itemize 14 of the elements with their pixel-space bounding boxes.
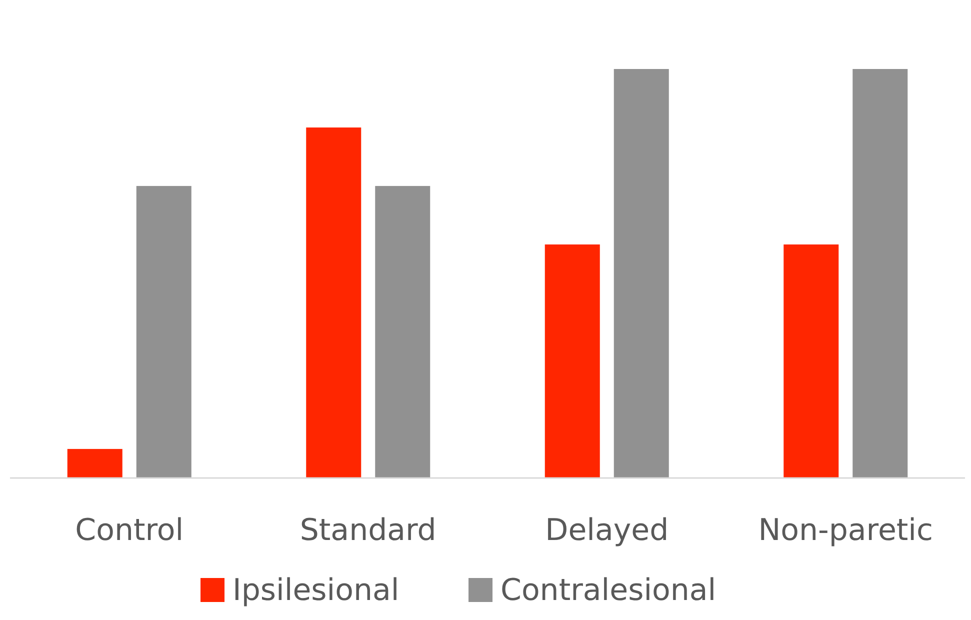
- bar: [544, 244, 600, 478]
- bar: [784, 244, 839, 478]
- x-tick-label: Control: [75, 513, 184, 548]
- x-tick-label: Standard: [300, 513, 436, 548]
- bar: [614, 69, 669, 478]
- x-tick-label: Non-paretic: [758, 513, 934, 548]
- bar: [67, 448, 122, 478]
- legend-label: Ipsilesional: [232, 573, 400, 608]
- bar: [306, 127, 362, 478]
- bar: [136, 186, 192, 478]
- x-tick-label: Delayed: [545, 513, 669, 548]
- bar: [852, 69, 908, 478]
- legend-label: Contralesional: [500, 573, 716, 608]
- bar: [375, 186, 430, 478]
